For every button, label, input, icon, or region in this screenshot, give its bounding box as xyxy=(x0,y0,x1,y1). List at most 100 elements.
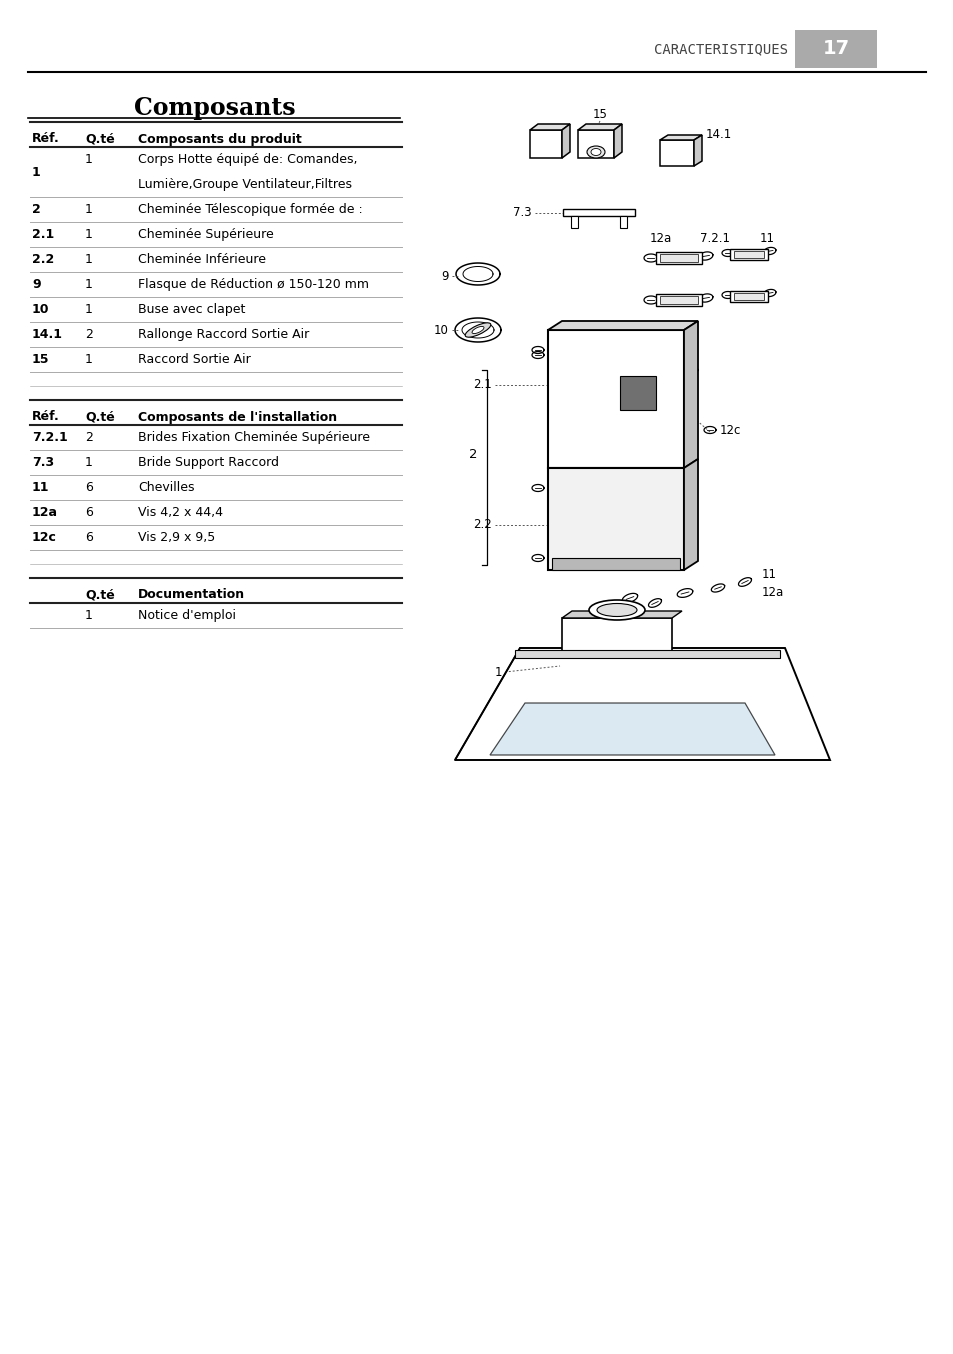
Text: Bride Support Raccord: Bride Support Raccord xyxy=(138,456,278,468)
Text: 9: 9 xyxy=(32,278,41,291)
Text: Flasque de Réduction ø 150-120 mm: Flasque de Réduction ø 150-120 mm xyxy=(138,278,369,291)
Text: 6: 6 xyxy=(85,531,92,544)
Bar xyxy=(515,650,780,658)
Text: 6: 6 xyxy=(85,481,92,494)
Text: 1: 1 xyxy=(85,303,92,315)
Text: Corps Hotte équipé de: Comandes,: Corps Hotte équipé de: Comandes, xyxy=(138,153,357,167)
Polygon shape xyxy=(530,125,569,130)
Text: 7.3: 7.3 xyxy=(513,207,532,219)
Text: 2.2: 2.2 xyxy=(32,253,54,265)
Bar xyxy=(659,297,698,305)
Bar xyxy=(530,130,561,158)
Text: Chevilles: Chevilles xyxy=(138,481,194,494)
Bar xyxy=(729,249,767,260)
Text: 12a: 12a xyxy=(649,232,672,245)
Text: Composants: Composants xyxy=(134,96,295,121)
Text: Raccord Sortie Air: Raccord Sortie Air xyxy=(138,353,251,366)
Text: Vis 4,2 x 44,4: Vis 4,2 x 44,4 xyxy=(138,506,223,519)
Bar xyxy=(729,291,767,302)
Polygon shape xyxy=(578,125,621,130)
Text: 1: 1 xyxy=(85,203,92,217)
Bar xyxy=(547,468,683,570)
Bar xyxy=(733,250,763,259)
Text: 1: 1 xyxy=(85,278,92,291)
Polygon shape xyxy=(683,321,698,468)
Bar xyxy=(733,292,763,301)
Bar xyxy=(578,130,614,158)
Text: 11: 11 xyxy=(760,232,774,245)
Polygon shape xyxy=(683,459,698,570)
Text: 12a: 12a xyxy=(761,586,783,600)
Text: 2.2: 2.2 xyxy=(473,519,492,532)
Text: 1: 1 xyxy=(85,253,92,265)
Text: Cheminée Télescopique formée de :: Cheminée Télescopique formée de : xyxy=(138,203,362,217)
Text: 15: 15 xyxy=(32,353,50,366)
Text: Q.té: Q.té xyxy=(85,133,114,145)
Ellipse shape xyxy=(597,604,637,616)
Bar xyxy=(619,376,656,410)
Text: 2: 2 xyxy=(85,431,92,444)
Text: 14.1: 14.1 xyxy=(705,127,732,141)
Text: 10: 10 xyxy=(434,324,449,337)
Text: Q.té: Q.té xyxy=(85,410,114,424)
Text: 11: 11 xyxy=(32,481,50,494)
Text: 1: 1 xyxy=(85,153,92,167)
Text: 17: 17 xyxy=(821,39,849,58)
Bar xyxy=(659,255,698,263)
Text: Composants de l'installation: Composants de l'installation xyxy=(138,410,336,424)
Bar xyxy=(571,217,578,227)
Bar xyxy=(656,252,701,264)
Text: 14.1: 14.1 xyxy=(32,328,63,341)
Text: Lumière,Groupe Ventilateur,Filtres: Lumière,Groupe Ventilateur,Filtres xyxy=(138,177,352,191)
Ellipse shape xyxy=(472,326,483,333)
Polygon shape xyxy=(693,135,701,167)
Text: Réf.: Réf. xyxy=(32,410,60,424)
Text: 12c: 12c xyxy=(720,424,740,436)
Bar xyxy=(656,294,701,306)
Text: 15: 15 xyxy=(592,108,607,122)
Ellipse shape xyxy=(588,600,644,620)
Text: 1: 1 xyxy=(32,165,41,179)
Text: 1: 1 xyxy=(85,456,92,468)
Polygon shape xyxy=(614,125,621,158)
Text: 9: 9 xyxy=(441,269,449,283)
Bar xyxy=(794,30,876,68)
Polygon shape xyxy=(455,649,829,760)
Text: Rallonge Raccord Sortie Air: Rallonge Raccord Sortie Air xyxy=(138,328,309,341)
Text: Cheminée Inférieure: Cheminée Inférieure xyxy=(138,253,266,265)
Bar xyxy=(659,139,693,167)
Polygon shape xyxy=(561,125,569,158)
Text: Documentation: Documentation xyxy=(138,589,245,601)
Text: 1: 1 xyxy=(85,609,92,621)
Text: Buse avec clapet: Buse avec clapet xyxy=(138,303,245,315)
Text: Q.té: Q.té xyxy=(85,589,114,601)
Text: 2: 2 xyxy=(32,203,41,217)
Text: Réf.: Réf. xyxy=(32,133,60,145)
Text: 6: 6 xyxy=(85,506,92,519)
Ellipse shape xyxy=(586,146,604,158)
Polygon shape xyxy=(490,703,774,756)
Polygon shape xyxy=(561,611,681,617)
Text: Vis 2,9 x 9,5: Vis 2,9 x 9,5 xyxy=(138,531,215,544)
Text: CARACTERISTIQUES: CARACTERISTIQUES xyxy=(654,42,787,56)
Polygon shape xyxy=(659,135,701,139)
Text: 12a: 12a xyxy=(32,506,58,519)
Text: 10: 10 xyxy=(32,303,50,315)
Text: 2: 2 xyxy=(85,328,92,341)
Text: 7.3: 7.3 xyxy=(32,456,54,468)
Bar xyxy=(552,558,679,570)
Text: 2.1: 2.1 xyxy=(32,227,54,241)
Text: 2: 2 xyxy=(469,448,477,462)
Text: Cheminée Supérieure: Cheminée Supérieure xyxy=(138,227,274,241)
Text: Brides Fixation Cheminée Supérieure: Brides Fixation Cheminée Supérieure xyxy=(138,431,370,444)
Text: 2.1: 2.1 xyxy=(473,379,492,391)
Bar xyxy=(619,217,626,227)
Text: 7.2.1: 7.2.1 xyxy=(700,232,729,245)
Text: Composants du produit: Composants du produit xyxy=(138,133,301,145)
Ellipse shape xyxy=(465,322,490,337)
Bar xyxy=(562,209,635,217)
Text: 7.2.1: 7.2.1 xyxy=(32,431,68,444)
Text: 12c: 12c xyxy=(32,531,57,544)
Text: 11: 11 xyxy=(761,567,776,581)
Ellipse shape xyxy=(590,149,600,156)
